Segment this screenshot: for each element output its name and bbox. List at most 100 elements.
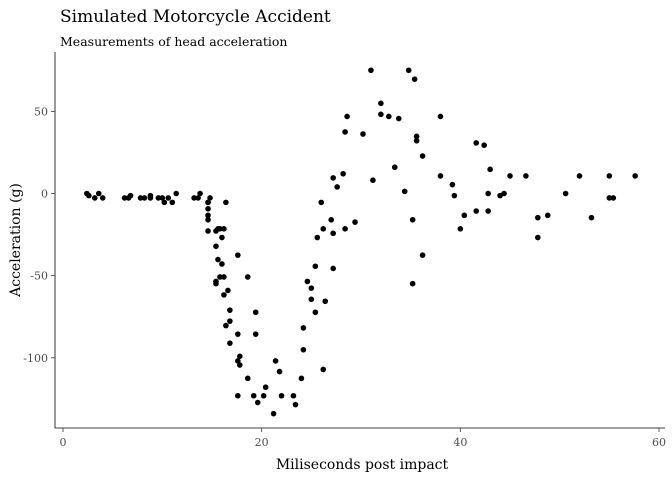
data-point: [213, 243, 219, 250]
data-point: [304, 278, 311, 285]
data-point: [523, 173, 529, 179]
data-point: [320, 366, 327, 373]
data-point: [219, 261, 225, 267]
data-point: [632, 173, 638, 179]
data-point: [344, 113, 350, 120]
data-point: [378, 111, 384, 118]
data-point: [485, 190, 491, 197]
data-point: [391, 164, 398, 171]
data-point: [272, 358, 279, 364]
data-point: [270, 410, 277, 417]
x-axis-ticks: 0 20 40 60: [60, 428, 666, 449]
y-axis-ticks: -100 -50 0 50: [23, 105, 55, 365]
data-point: [300, 325, 307, 331]
data-point: [121, 195, 128, 201]
data-point: [213, 280, 219, 287]
data-point: [127, 192, 134, 199]
y-axis-title: Acceleration (g): [8, 183, 24, 298]
data-point: [278, 392, 285, 399]
chart-title: Simulated Motorcycle Accident: [60, 7, 331, 27]
x-tick-label: 20: [255, 436, 269, 449]
data-point: [451, 192, 458, 199]
data-point: [254, 399, 261, 406]
data-point: [507, 173, 513, 179]
data-point: [395, 115, 402, 122]
data-point: [205, 212, 211, 219]
data-point: [562, 190, 569, 197]
data-point: [340, 170, 346, 177]
data-point: [227, 307, 233, 313]
data-point: [155, 195, 162, 201]
data-point: [159, 195, 166, 201]
data-point: [244, 274, 251, 280]
data-point: [413, 137, 420, 144]
data-point: [330, 230, 336, 237]
data-point: [576, 173, 583, 179]
data-point: [487, 166, 493, 173]
data-point: [370, 177, 376, 183]
data-point: [221, 292, 227, 298]
data-point: [610, 195, 617, 201]
data-point: [544, 212, 551, 219]
data-point: [86, 192, 92, 199]
x-tick-label: 60: [652, 436, 666, 449]
x-tick-label: 0: [60, 436, 67, 449]
data-point: [244, 375, 251, 382]
data-point: [342, 226, 348, 232]
data-point: [298, 375, 305, 382]
y-tick-label: -100: [23, 352, 48, 365]
data-point: [237, 353, 243, 360]
data-point: [360, 131, 366, 137]
data-point: [409, 280, 416, 287]
data-point: [312, 263, 319, 270]
data-point: [207, 195, 213, 201]
data-point: [386, 113, 392, 120]
data-point: [227, 340, 233, 346]
data-point: [235, 392, 241, 399]
data-point: [250, 392, 257, 399]
data-point: [437, 173, 444, 179]
data-point: [419, 252, 426, 258]
data-point: [205, 199, 211, 206]
data-point: [535, 234, 541, 241]
data-point: [300, 346, 307, 353]
data-point: [235, 331, 241, 337]
data-point: [165, 195, 172, 201]
data-point: [342, 129, 348, 135]
data-point: [411, 76, 418, 82]
data-point: [137, 195, 144, 201]
y-tick-label: 0: [41, 188, 48, 201]
data-points: [84, 67, 638, 417]
data-point: [606, 195, 613, 201]
data-point: [328, 216, 335, 223]
data-point: [205, 205, 211, 212]
data-point: [501, 190, 507, 197]
data-point: [260, 392, 267, 399]
data-point: [320, 226, 327, 232]
data-point: [227, 318, 233, 324]
data-point: [252, 309, 259, 316]
data-point: [308, 296, 315, 303]
data-point: [99, 195, 106, 201]
data-point: [473, 140, 480, 146]
y-tick-label: -50: [30, 270, 48, 283]
data-point: [225, 287, 231, 294]
data-point: [401, 188, 408, 195]
data-point: [205, 216, 211, 223]
chart-subtitle: Measurements of head acceleration: [60, 34, 287, 49]
data-point: [481, 142, 487, 148]
data-point: [437, 113, 444, 120]
y-tick-label: 50: [34, 105, 48, 118]
data-point: [461, 212, 468, 219]
x-tick-label: 40: [453, 436, 467, 449]
data-point: [352, 219, 358, 225]
data-point: [318, 199, 325, 206]
data-point: [334, 184, 340, 190]
data-point: [169, 199, 176, 206]
data-point: [413, 133, 420, 140]
data-point: [221, 274, 227, 280]
data-point: [147, 195, 154, 201]
data-point: [312, 309, 319, 316]
data-point: [219, 234, 225, 241]
data-point: [449, 181, 456, 188]
